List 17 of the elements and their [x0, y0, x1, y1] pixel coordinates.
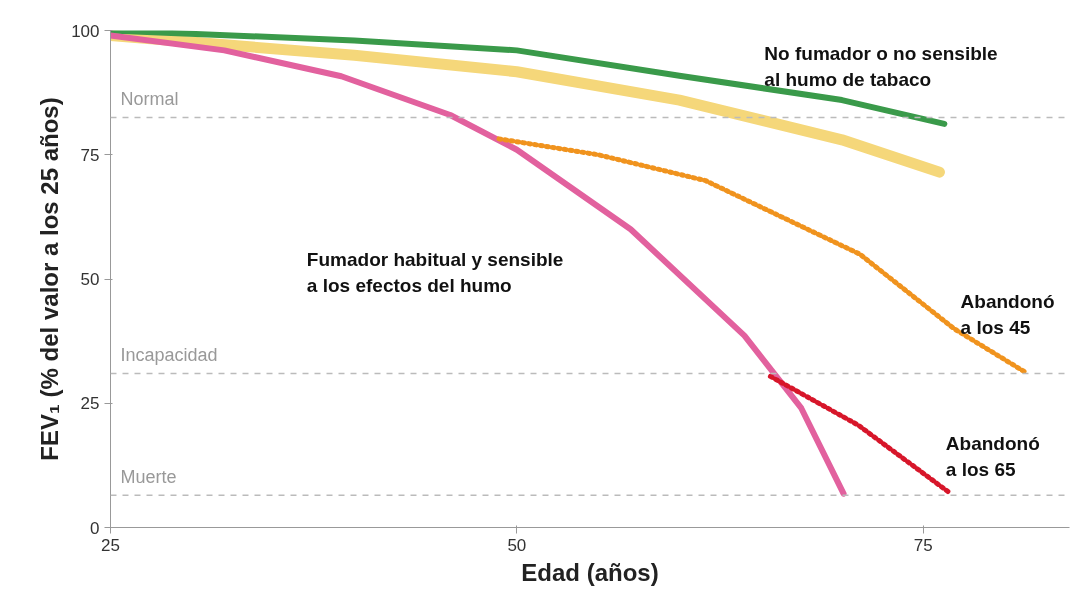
y-axis-title: FEV₁ (% del valor a los 25 años): [36, 97, 64, 461]
series-label: Abandonó a los 45: [960, 291, 1055, 339]
y-tick-label: 25: [80, 394, 100, 414]
ref-line-label: Incapacidad: [120, 345, 218, 366]
y-tick-label: 0: [90, 518, 100, 538]
y-tick-label: 100: [71, 21, 100, 41]
ref-line-label: Muerte: [120, 467, 177, 488]
series-label: No fumador o no sensible al humo de tabaco: [764, 42, 998, 90]
x-tick-label: 50: [507, 535, 527, 555]
ref-line-label: Normal: [120, 89, 179, 110]
series-label: Abandonó a los 65: [945, 432, 1040, 480]
text: Fumador habitual y sensible a los efectos del humo: [306, 248, 564, 296]
y-tick-label: 75: [80, 145, 100, 165]
y-tick-label: 50: [80, 270, 100, 289]
x-tick-label: 75: [913, 535, 933, 555]
x-axis-title: Edad (años): [521, 558, 659, 586]
x-tick-label: 25: [101, 535, 120, 555]
